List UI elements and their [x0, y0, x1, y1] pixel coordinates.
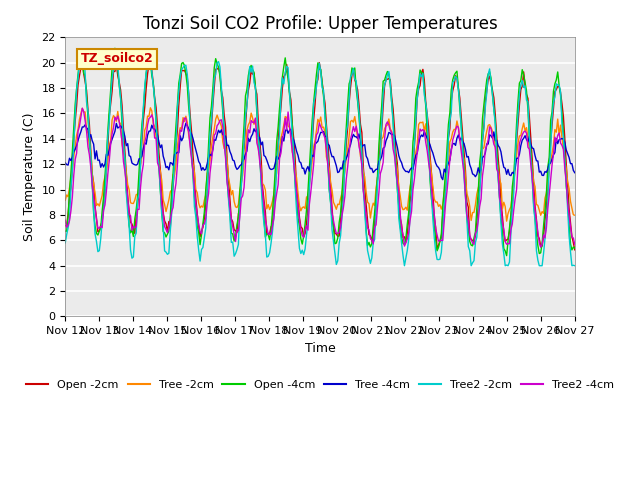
Tree -4cm — [439, 177, 447, 182]
Tree2 -4cm — [545, 192, 553, 198]
Open -4cm — [61, 228, 69, 234]
Legend: Open -2cm, Tree -2cm, Open -4cm, Tree -4cm, Tree2 -2cm, Tree2 -4cm: Open -2cm, Tree -2cm, Open -4cm, Tree -4… — [22, 376, 618, 395]
Open -4cm — [111, 46, 119, 51]
Tree2 -2cm — [232, 251, 239, 256]
Y-axis label: Soil Temperature (C): Soil Temperature (C) — [23, 113, 36, 241]
Open -2cm — [214, 65, 222, 71]
Tree -2cm — [124, 182, 132, 188]
Tree -4cm — [124, 141, 132, 146]
Tree2 -2cm — [545, 165, 553, 171]
Tree -4cm — [545, 161, 553, 167]
Tree -4cm — [571, 170, 579, 176]
Tree2 -4cm — [285, 123, 293, 129]
Tree -2cm — [214, 117, 222, 122]
Tree2 -4cm — [79, 105, 86, 111]
Tree2 -4cm — [214, 121, 222, 127]
Tree2 -2cm — [571, 263, 579, 269]
Tree -2cm — [285, 124, 293, 130]
Tree2 -2cm — [285, 89, 293, 95]
Tree2 -4cm — [571, 241, 579, 247]
Tree2 -2cm — [61, 240, 69, 246]
Open -4cm — [240, 122, 248, 128]
Open -2cm — [61, 223, 69, 228]
Line: Tree -2cm: Tree -2cm — [65, 108, 575, 221]
Tree2 -4cm — [232, 239, 239, 244]
X-axis label: Time: Time — [305, 342, 335, 355]
Open -4cm — [125, 223, 133, 229]
Open -2cm — [240, 145, 248, 151]
Line: Open -4cm: Open -4cm — [65, 48, 575, 256]
Line: Open -2cm: Open -2cm — [65, 62, 575, 250]
Open -4cm — [232, 234, 239, 240]
Open -4cm — [545, 155, 553, 160]
Open -4cm — [503, 253, 511, 259]
Tree2 -2cm — [240, 139, 248, 145]
Line: Tree -4cm: Tree -4cm — [65, 123, 575, 180]
Tree -4cm — [214, 127, 222, 133]
Line: Tree2 -4cm: Tree2 -4cm — [65, 108, 575, 247]
Tree2 -2cm — [77, 47, 84, 52]
Tree2 -2cm — [125, 223, 133, 228]
Tree -4cm — [61, 160, 69, 166]
Tree -4cm — [240, 156, 248, 162]
Open -4cm — [214, 64, 222, 70]
Tree2 -4cm — [240, 184, 248, 190]
Tree -4cm — [232, 164, 239, 169]
Open -4cm — [285, 91, 293, 97]
Tree -2cm — [240, 158, 248, 164]
Tree -2cm — [503, 218, 511, 224]
Tree2 -2cm — [401, 263, 408, 269]
Open -2cm — [544, 186, 552, 192]
Open -4cm — [571, 245, 579, 251]
Tree -2cm — [571, 212, 579, 218]
Open -2cm — [232, 228, 239, 234]
Line: Tree2 -2cm: Tree2 -2cm — [65, 49, 575, 266]
Tree -4cm — [182, 120, 189, 126]
Tree2 -2cm — [214, 59, 222, 64]
Tree -2cm — [545, 164, 553, 169]
Open -2cm — [285, 89, 293, 95]
Tree -2cm — [61, 197, 69, 203]
Tree -4cm — [285, 128, 293, 133]
Title: Tonzi Soil CO2 Profile: Upper Temperatures: Tonzi Soil CO2 Profile: Upper Temperatur… — [143, 15, 497, 33]
Tree2 -4cm — [61, 217, 69, 223]
Open -2cm — [571, 247, 579, 252]
Tree -2cm — [147, 105, 154, 111]
Open -2cm — [79, 60, 86, 65]
Open -2cm — [125, 208, 133, 214]
Text: TZ_soilco2: TZ_soilco2 — [81, 52, 154, 65]
Tree -2cm — [232, 204, 239, 210]
Tree2 -4cm — [125, 212, 133, 217]
Tree2 -4cm — [537, 244, 545, 250]
